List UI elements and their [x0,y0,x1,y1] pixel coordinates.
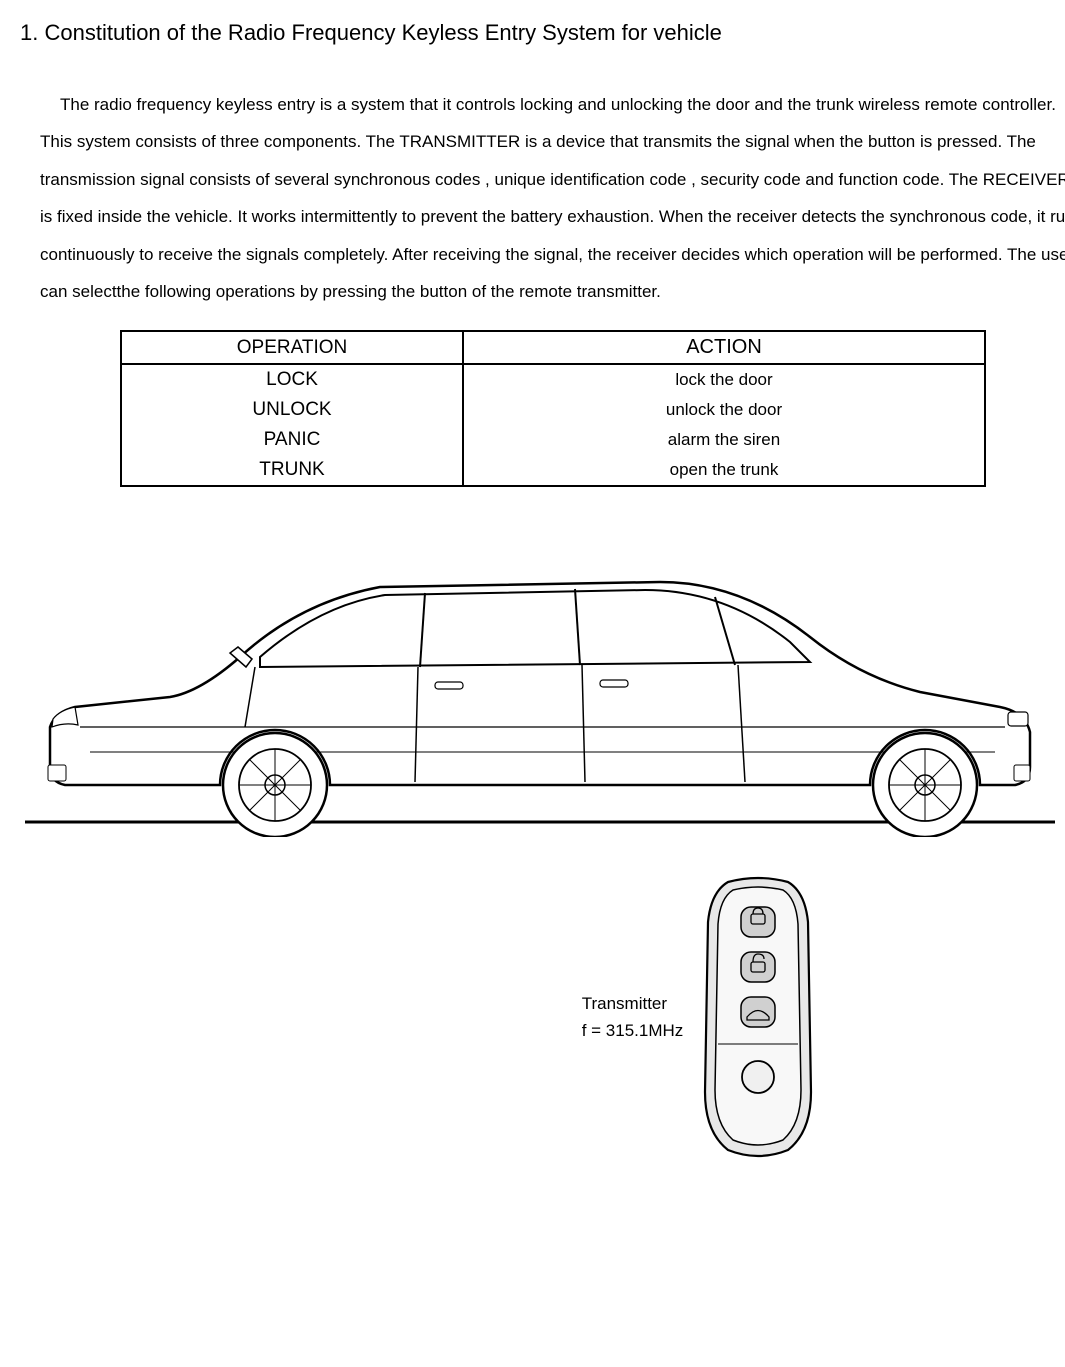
cell-operation: TRUNK [121,455,463,486]
table-row: TRUNK open the trunk [121,455,985,486]
table-row: LOCK lock the door [121,364,985,395]
cell-action: lock the door [463,364,985,395]
cell-action: alarm the siren [463,425,985,455]
table-header-row: OPERATION ACTION [121,331,985,364]
transmitter-svg [693,872,823,1162]
cell-action: unlock the door [463,395,985,425]
section-heading: 1. Constitution of the Radio Frequency K… [20,20,1065,46]
heading-number: 1. [20,20,38,45]
header-action: ACTION [463,331,985,364]
cell-operation: PANIC [121,425,463,455]
table-row: UNLOCK unlock the door [121,395,985,425]
cell-action: open the trunk [463,455,985,486]
heading-title: Constitution of the Radio Frequency Keyl… [44,20,721,45]
header-operation: OPERATION [121,331,463,364]
cell-operation: UNLOCK [121,395,463,425]
car-svg [20,527,1060,837]
transmitter-label: Transmitter f = 315.1MHz [582,990,684,1044]
transmitter-label-line1: Transmitter [582,994,667,1013]
body-paragraph: The radio frequency keyless entry is a s… [40,86,1065,310]
cell-operation: LOCK [121,364,463,395]
car-illustration [20,527,1065,842]
operation-action-table: OPERATION ACTION LOCK lock the door UNLO… [120,330,986,487]
table-row: PANIC alarm the siren [121,425,985,455]
transmitter-label-line2: f = 315.1MHz [582,1021,684,1040]
transmitter-section: Transmitter f = 315.1MHz [320,872,1065,1162]
